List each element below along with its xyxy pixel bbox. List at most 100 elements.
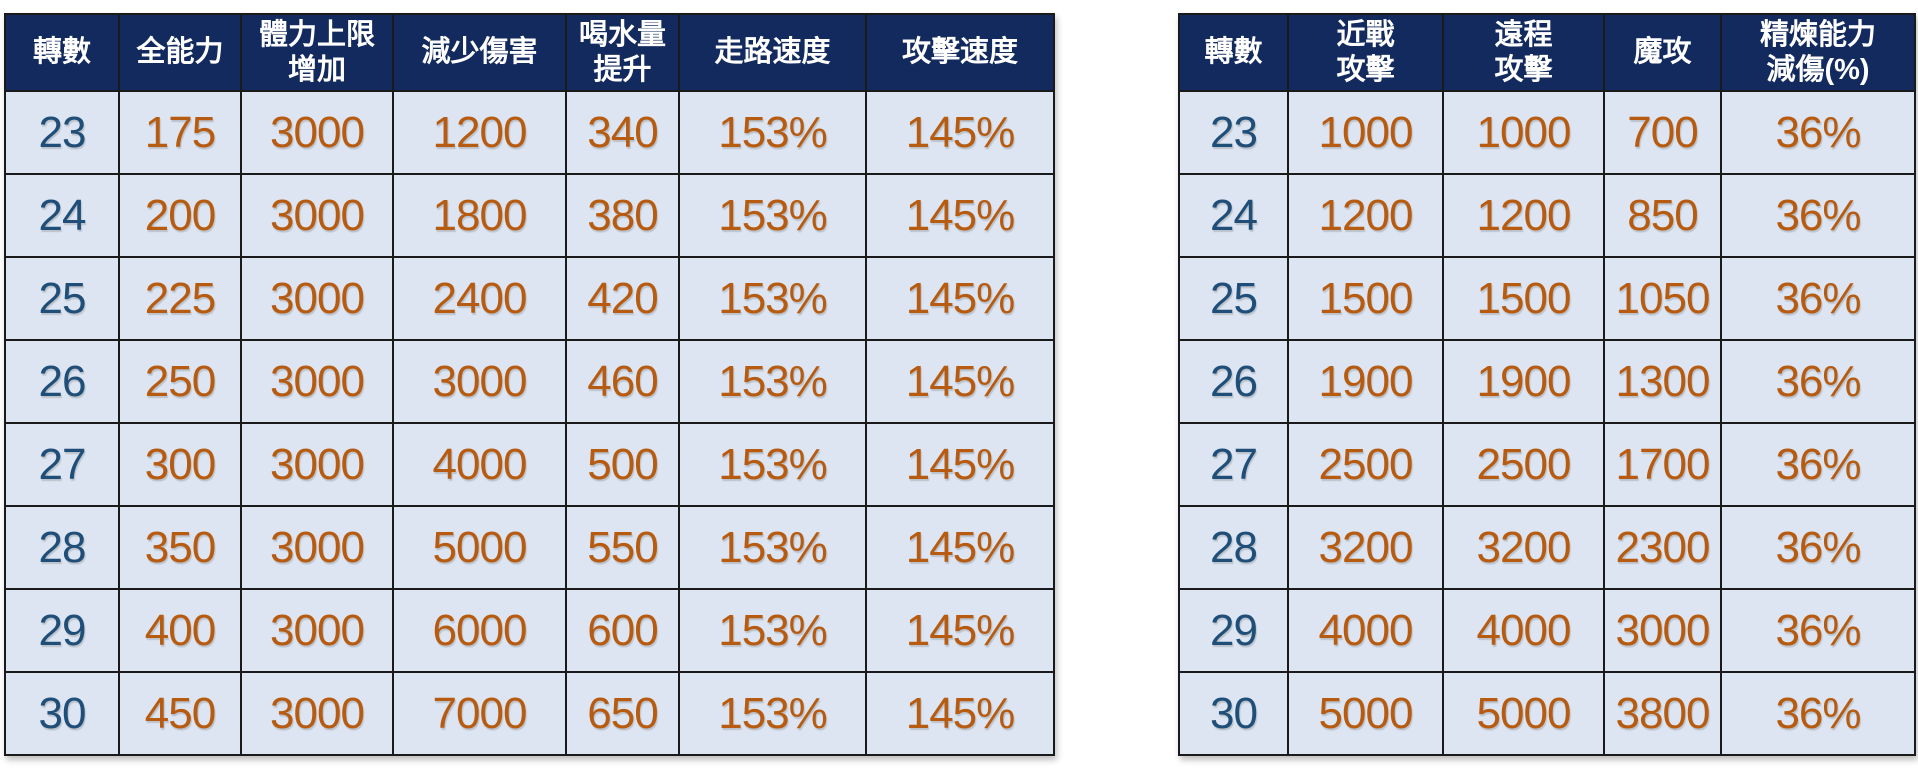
value-cell: 153%	[678, 505, 867, 590]
rank-cell: 29	[1178, 588, 1289, 673]
value-cell: 250	[118, 339, 242, 424]
column-header: 近戰 攻擊	[1287, 13, 1444, 92]
value-cell: 3000	[240, 422, 394, 507]
value-cell: 4000	[392, 422, 567, 507]
value-cell: 36%	[1720, 339, 1916, 424]
column-header: 體力上限 增加	[240, 13, 394, 92]
header-row: 轉數 近戰 攻擊 遠程 攻擊 魔攻 精煉能力 減傷(%)	[1178, 13, 1916, 92]
value-cell: 1300	[1603, 339, 1722, 424]
right-stats-table: 轉數 近戰 攻擊 遠程 攻擊 魔攻 精煉能力 減傷(%) 23 1000 1000 700 36%…	[1178, 13, 1916, 756]
rank-cell: 25	[4, 256, 120, 341]
value-cell: 153%	[678, 90, 867, 175]
value-cell: 145%	[865, 588, 1055, 673]
value-cell: 650	[565, 671, 680, 756]
table-row: 23 175 3000 1200 340 153% 145%	[4, 90, 1055, 175]
value-cell: 4000	[1287, 588, 1444, 673]
value-cell: 550	[565, 505, 680, 590]
value-cell: 1800	[392, 173, 567, 258]
rank-cell: 30	[1178, 671, 1289, 756]
value-cell: 1000	[1287, 90, 1444, 175]
value-cell: 450	[118, 671, 242, 756]
value-cell: 300	[118, 422, 242, 507]
rank-cell: 24	[4, 173, 120, 258]
column-header: 遠程 攻擊	[1442, 13, 1605, 92]
table-row: 24 1200 1200 850 36%	[1178, 173, 1916, 258]
value-cell: 3000	[240, 505, 394, 590]
value-cell: 1200	[1442, 173, 1605, 258]
rank-cell: 23	[1178, 90, 1289, 175]
rank-cell: 27	[1178, 422, 1289, 507]
column-header: 喝水量 提升	[565, 13, 680, 92]
value-cell: 36%	[1720, 173, 1916, 258]
value-cell: 600	[565, 588, 680, 673]
rank-cell: 26	[1178, 339, 1289, 424]
value-cell: 3000	[392, 339, 567, 424]
table-row: 25 1500 1500 1050 36%	[1178, 256, 1916, 341]
value-cell: 145%	[865, 339, 1055, 424]
value-cell: 1900	[1442, 339, 1605, 424]
value-cell: 400	[118, 588, 242, 673]
value-cell: 36%	[1720, 256, 1916, 341]
value-cell: 700	[1603, 90, 1722, 175]
rank-cell: 27	[4, 422, 120, 507]
rank-cell: 23	[4, 90, 120, 175]
value-cell: 153%	[678, 422, 867, 507]
column-header: 全能力	[118, 13, 242, 92]
value-cell: 2400	[392, 256, 567, 341]
value-cell: 36%	[1720, 422, 1916, 507]
table-row: 26 1900 1900 1300 36%	[1178, 339, 1916, 424]
value-cell: 1500	[1442, 256, 1605, 341]
value-cell: 145%	[865, 256, 1055, 341]
value-cell: 340	[565, 90, 680, 175]
rank-cell: 30	[4, 671, 120, 756]
value-cell: 36%	[1720, 90, 1916, 175]
value-cell: 145%	[865, 173, 1055, 258]
value-cell: 420	[565, 256, 680, 341]
value-cell: 153%	[678, 339, 867, 424]
table-row: 26 250 3000 3000 460 153% 145%	[4, 339, 1055, 424]
value-cell: 3200	[1287, 505, 1444, 590]
value-cell: 3000	[1603, 588, 1722, 673]
table-row: 28 350 3000 5000 550 153% 145%	[4, 505, 1055, 590]
value-cell: 1500	[1287, 256, 1444, 341]
rank-cell: 24	[1178, 173, 1289, 258]
value-cell: 6000	[392, 588, 567, 673]
value-cell: 153%	[678, 671, 867, 756]
table-row: 29 400 3000 6000 600 153% 145%	[4, 588, 1055, 673]
table-row: 25 225 3000 2400 420 153% 145%	[4, 256, 1055, 341]
value-cell: 153%	[678, 173, 867, 258]
value-cell: 145%	[865, 90, 1055, 175]
value-cell: 3800	[1603, 671, 1722, 756]
value-cell: 380	[565, 173, 680, 258]
column-header: 精煉能力 減傷(%)	[1720, 13, 1916, 92]
value-cell: 2500	[1287, 422, 1444, 507]
value-cell: 5000	[392, 505, 567, 590]
table-row: 28 3200 3200 2300 36%	[1178, 505, 1916, 590]
column-header: 轉數	[4, 13, 120, 92]
value-cell: 1200	[1287, 173, 1444, 258]
left-stats-table: 轉數 全能力 體力上限 增加 減少傷害 喝水量 提升 走路速度 攻擊速度 23 175 3000 1…	[4, 13, 1055, 756]
rank-cell: 26	[4, 339, 120, 424]
value-cell: 500	[565, 422, 680, 507]
value-cell: 5000	[1442, 671, 1605, 756]
value-cell: 3000	[240, 173, 394, 258]
value-cell: 7000	[392, 671, 567, 756]
value-cell: 175	[118, 90, 242, 175]
value-cell: 1900	[1287, 339, 1444, 424]
value-cell: 5000	[1287, 671, 1444, 756]
value-cell: 3200	[1442, 505, 1605, 590]
table-row: 24 200 3000 1800 380 153% 145%	[4, 173, 1055, 258]
value-cell: 1050	[1603, 256, 1722, 341]
value-cell: 36%	[1720, 671, 1916, 756]
table-row: 29 4000 4000 3000 36%	[1178, 588, 1916, 673]
table-row: 23 1000 1000 700 36%	[1178, 90, 1916, 175]
value-cell: 460	[565, 339, 680, 424]
value-cell: 3000	[240, 90, 394, 175]
value-cell: 145%	[865, 505, 1055, 590]
value-cell: 145%	[865, 671, 1055, 756]
value-cell: 225	[118, 256, 242, 341]
value-cell: 3000	[240, 588, 394, 673]
value-cell: 145%	[865, 422, 1055, 507]
value-cell: 2300	[1603, 505, 1722, 590]
value-cell: 200	[118, 173, 242, 258]
